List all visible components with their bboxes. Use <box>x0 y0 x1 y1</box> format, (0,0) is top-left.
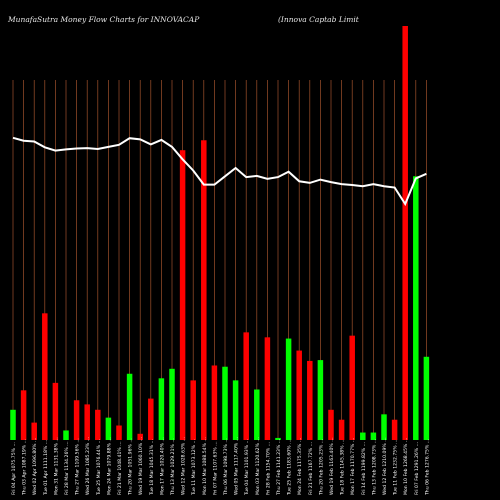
money-flow-bar <box>95 409 101 440</box>
x-tick-label: Thu 27 Feb 1141.23% ... <box>276 439 282 496</box>
money-flow-bar <box>105 417 112 440</box>
x-tick-label: Fri 21 Mar 1048.41% ... <box>117 441 123 495</box>
x-tick-label: Fri 07 Feb 1291.26% ... <box>414 442 420 495</box>
x-tick-label: Fri 14 Feb 1199.82% ... <box>361 442 367 495</box>
x-tick-label: Thu 20 Feb 1205.23% ... <box>318 439 324 496</box>
x-tick-label: Wed 26 Mar 1085.23% ... <box>85 437 91 495</box>
money-flow-line <box>12 136 427 207</box>
chart-title: MunafaSutra Money Flow Charts for INNOVA… <box>8 15 200 24</box>
money-flow-bar <box>264 337 271 440</box>
x-tick-label: Thu 20 Mar 1051.96% ... <box>128 438 134 496</box>
x-tick-label: Fri 28 Feb 1154.70% ... <box>265 442 271 495</box>
x-tick-label: Fri 28 Mar 1134.26% ... <box>64 441 70 495</box>
money-flow-bar <box>275 437 281 440</box>
money-flow-bar <box>381 414 387 440</box>
x-tick-label: Mon 17 Mar 1020.40% ... <box>159 437 165 495</box>
x-tick-label: Tue 11 Feb 1232.75% ... <box>393 440 399 496</box>
money-flow-bar <box>254 389 260 440</box>
x-tick-label: Mon 24 Mar 1079.88% ... <box>106 437 112 495</box>
money-flow-bar <box>52 382 59 440</box>
money-flow-bar <box>10 409 16 440</box>
x-tick-label: Wed 19 Feb 1163.40% ... <box>329 437 335 495</box>
x-tick-label: Wed 12 Mar 1028.63% ... <box>181 437 187 495</box>
x-tick-label: Mon 10 Mar 1088.54% ... <box>202 437 208 495</box>
money-flow-bar <box>211 365 218 440</box>
money-flow-bar <box>349 335 355 440</box>
money-flow-bar <box>402 26 408 440</box>
money-flow-bar <box>222 366 228 440</box>
grid-lines <box>12 80 427 440</box>
x-tick-label: Mon 17 Feb 1170.77% ... <box>350 438 356 495</box>
money-flow-bar <box>328 409 334 440</box>
x-tick-label: Mon 03 Mar 1120.62% ... <box>255 437 261 495</box>
company-name: (Innova Captab Limit <box>278 15 359 24</box>
x-tick-label: Tue 18 Mar 1045.31% ... <box>149 439 155 496</box>
money-flow-bar <box>243 332 249 440</box>
money-flow-bar <box>317 360 324 440</box>
x-tick-label: Thu 03 Apr 1087.19% ... <box>22 439 28 496</box>
x-tick-label: Thu 27 Mar 1109.56% ... <box>75 438 81 496</box>
money-flow-bar <box>179 150 186 440</box>
money-flow-bar <box>413 176 419 441</box>
bars <box>10 26 430 441</box>
money-flow-bar <box>116 425 122 440</box>
x-tick-label: Wed 12 Feb 1210.09% ... <box>382 437 388 495</box>
x-tick-label: Wed 02 Apr 1096.80% ... <box>32 438 38 495</box>
x-tick-label: Wed 05 Mar 1117.40% ... <box>234 437 240 495</box>
x-tick-label: Mon 10 Feb 1268.45% ... <box>403 438 409 495</box>
money-flow-bar <box>285 338 292 440</box>
x-tick-label: Fri 04 Apr 1075.75% ... <box>11 442 17 495</box>
x-tick-label: Thu 13 Feb 1208.73% ... <box>371 439 377 496</box>
x-tick-label: Thu 06 Feb 1276.75% ... <box>424 439 430 496</box>
money-flow-bar <box>201 140 207 441</box>
money-flow-bar <box>423 356 430 440</box>
money-flow-bar <box>126 373 133 440</box>
x-tick-label: Fri 07 Mar 1107.63% ... <box>212 441 218 495</box>
money-flow-bar <box>338 419 345 440</box>
x-tick-label: Tue 18 Feb 1145.38% ... <box>340 440 346 496</box>
money-flow-bar <box>137 433 143 440</box>
x-tick-label: Fri 21 Feb 1167.72% ... <box>308 442 314 495</box>
x-tick-label: Tue 01 Apr 1111.18% ... <box>43 440 49 496</box>
money-flow-bar <box>158 378 165 440</box>
money-flow-bar <box>391 419 398 440</box>
money-flow-bar <box>360 432 366 440</box>
x-tick-label: Thu 13 Mar 1029.21% ... <box>170 438 176 496</box>
money-flow-bar <box>232 380 239 440</box>
x-axis-labels: Fri 04 Apr 1075.75% ... Thu 03 Apr 1087.1… <box>11 437 430 496</box>
money-flow-bar <box>63 430 69 440</box>
money-flow-bar <box>190 380 196 440</box>
money-flow-bar <box>370 432 377 440</box>
money-flow-bar <box>296 350 302 440</box>
x-tick-label: Tue 25 Mar 1076.44% ... <box>96 439 102 496</box>
x-tick-label: Mon 24 Feb 1175.35% ... <box>297 438 303 495</box>
x-tick-label: Tue 11 Mar 1073.12% ... <box>191 439 197 496</box>
money-flow-bar <box>42 313 48 440</box>
money-flow-bar <box>307 360 313 440</box>
x-tick-label: Thu 06 Mar 1098.73% ... <box>223 438 229 496</box>
x-tick-label: Tue 04 Mar 1101.93% ... <box>244 439 250 496</box>
x-tick-label: Mon 31 Mar 1131.38% ... <box>53 437 59 495</box>
x-tick-label: Tue 25 Feb 1183.60% ... <box>287 440 293 496</box>
money-flow-bar <box>31 422 37 440</box>
money-flow-bar <box>84 404 90 440</box>
money-flow-bar <box>20 390 27 440</box>
money-flow-bar <box>73 400 80 440</box>
money-flow-bar <box>148 398 154 440</box>
x-tick-label: Wed 19 Mar 1060.10% ... <box>138 437 144 495</box>
money-flow-bar <box>169 368 175 440</box>
